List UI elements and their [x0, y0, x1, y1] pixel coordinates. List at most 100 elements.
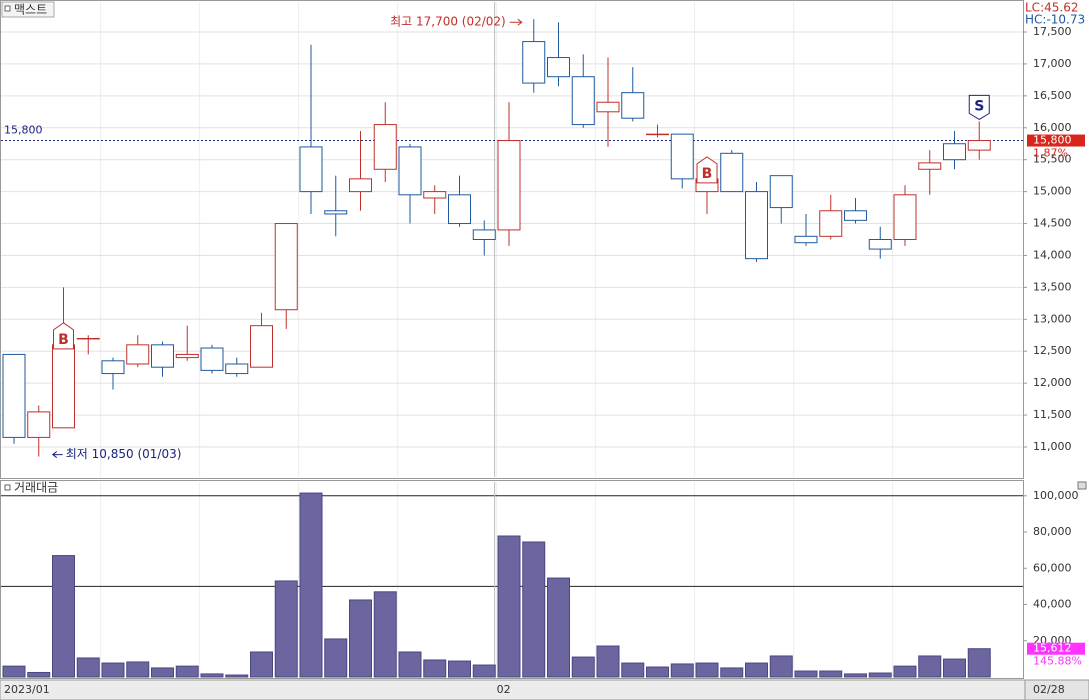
candle-body: [398, 146, 422, 196]
volume-bar: [126, 661, 150, 678]
y-tick-label: 13,000: [1033, 312, 1072, 325]
volume-bar: [695, 662, 719, 678]
buy-signal-label: B: [58, 332, 69, 348]
volume-bar: [868, 672, 892, 678]
volume-tick-label: 80,000: [1033, 525, 1072, 538]
price-panel: [0, 0, 1024, 479]
buy-signal: [53, 322, 74, 350]
indicator-hc: HC:-10.73: [1025, 13, 1085, 27]
y-tick-label: 14,500: [1033, 217, 1072, 230]
y-tick-label: 14,000: [1033, 248, 1072, 261]
candle-body: [943, 143, 966, 161]
last-price-box: [1027, 134, 1085, 147]
candle-body: [918, 162, 942, 170]
volume-tick-label: 40,000: [1033, 598, 1072, 611]
y-tick-label: 16,500: [1033, 89, 1072, 102]
volume-bar: [967, 648, 991, 678]
volume-bar: [819, 670, 843, 678]
buy-signal: [696, 156, 718, 184]
candle-body: [101, 360, 125, 375]
x-tick-label: 02: [497, 683, 511, 696]
candle-body: [794, 235, 818, 244]
low-arrow: [51, 451, 63, 458]
candle-body: [2, 353, 26, 438]
volume-bar: [943, 658, 966, 678]
volume-bar: [423, 659, 447, 678]
candle-body: [621, 92, 645, 119]
volume-bar: [151, 667, 174, 678]
volume-bar: [844, 673, 867, 678]
high-arrow: [509, 18, 523, 26]
panel-button[interactable]: [1077, 481, 1087, 490]
y-tick-label: 12,500: [1033, 344, 1072, 357]
candle-body: [126, 344, 150, 365]
volume-bar: [76, 657, 100, 678]
candle-body: [423, 191, 447, 199]
volume-bar: [596, 645, 620, 678]
candle-body: [844, 210, 867, 221]
volume-bar: [547, 577, 570, 678]
volume-bar: [250, 651, 273, 678]
candle-body: [547, 57, 570, 78]
volume-bar: [720, 667, 744, 678]
volume-bar: [893, 665, 917, 678]
last-volume-label: 15,612: [1033, 642, 1072, 655]
last-price-label: 15,800: [1033, 134, 1072, 147]
candle-body: [324, 210, 348, 215]
y-tick-label: 12,000: [1033, 376, 1072, 389]
candle-body: [646, 133, 669, 136]
volume-bar: [52, 555, 75, 678]
title-icon: [4, 5, 11, 12]
candle-body: [274, 223, 298, 311]
high-note: 최고 17,700 (02/02): [390, 15, 506, 29]
grid: [1, 2, 1023, 677]
candle-body: [225, 363, 249, 375]
y-tick-label: 11,500: [1033, 408, 1072, 421]
volume-bar: [745, 662, 768, 678]
candle-body: [868, 239, 892, 250]
volume-bar: [621, 662, 645, 678]
candle-body: [52, 344, 75, 429]
candle-body: [670, 133, 694, 180]
candle-body: [497, 140, 521, 231]
volume-bar: [522, 541, 546, 678]
volume-bar: [175, 665, 199, 678]
volume-bar: [646, 666, 669, 678]
y-tick-label: 16,000: [1033, 121, 1072, 134]
ref-line-label: 15,800: [4, 124, 43, 137]
end-date: 02/28: [1033, 683, 1065, 696]
volume-bar: [571, 656, 595, 678]
volume-panel: [0, 480, 1024, 679]
y-tick-label: 17,000: [1033, 57, 1072, 70]
candle-body: [596, 101, 620, 113]
y-tick-label: 13,500: [1033, 280, 1072, 293]
candle-body: [769, 175, 793, 209]
volume-bar: [794, 670, 818, 678]
y-tick-label: 15,500: [1033, 153, 1072, 166]
last-price-change: 1.87%: [1033, 147, 1068, 160]
candle-body: [373, 124, 397, 170]
y-tick-label: 11,000: [1033, 440, 1072, 453]
volume-bar: [349, 599, 372, 678]
volume-bar: [448, 660, 471, 678]
volume-bar: [225, 674, 249, 678]
volume-bar: [200, 673, 224, 678]
volume-bar: [769, 655, 793, 678]
volume-tick-label: 60,000: [1033, 561, 1072, 574]
buy-signal-label: B: [702, 166, 713, 182]
candle-body: [200, 347, 224, 371]
volume-bar: [918, 655, 942, 678]
y-tick-label: 17,500: [1033, 25, 1072, 38]
volume-icon: [4, 484, 11, 491]
volume-bar: [2, 665, 26, 678]
candle-body: [819, 210, 843, 237]
candle-body: [151, 344, 174, 368]
candle-body: [472, 229, 496, 240]
candle-body: [967, 140, 991, 151]
date-strip: [0, 679, 1089, 700]
candle-body: [720, 152, 744, 193]
x-tick-label: 2023/01: [4, 683, 50, 696]
indicator-lc: LC:45.62: [1025, 1, 1078, 15]
volume-bar: [101, 662, 125, 678]
y-tick-label: 15,000: [1033, 185, 1072, 198]
